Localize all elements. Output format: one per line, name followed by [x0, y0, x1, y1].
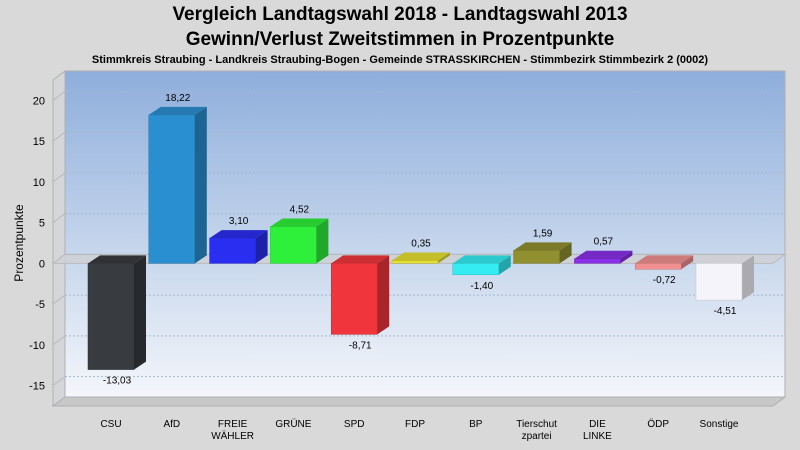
bar: 3,10: [209, 216, 268, 264]
gridline-wall: [52, 335, 66, 346]
y-tick-label: 10: [33, 177, 45, 189]
bar-value-label: 3,10: [229, 216, 249, 227]
bar-top: [88, 255, 146, 264]
x-tick-label: DIE LINKE: [583, 419, 612, 442]
bar-front: [391, 260, 439, 264]
bar: -13,03: [87, 255, 146, 387]
bar: -4,51: [695, 255, 754, 317]
bar-top: [392, 252, 450, 261]
bar: 4,52: [270, 205, 329, 264]
y-tick-label: 20: [33, 95, 45, 107]
y-tick-label: 5: [39, 218, 45, 230]
bar-front: [634, 263, 682, 270]
bar: -1,40: [452, 255, 511, 292]
bar-side: [681, 255, 694, 270]
y-tick-label: -10: [29, 340, 45, 352]
bar-value-label: -4,51: [714, 306, 737, 317]
bar-value-label: -1,40: [470, 281, 493, 292]
bar: -8,71: [330, 255, 390, 351]
bar-front: [270, 226, 317, 264]
x-tick-label: CSU: [100, 419, 121, 430]
bar-top: [513, 242, 572, 251]
chart-location-subtitle: Stimmkreis Straubing - Landkreis Straubi…: [91, 54, 709, 66]
bar-top: [270, 218, 329, 227]
gridline-wall: [52, 172, 66, 183]
bar: 1,59: [513, 228, 572, 264]
x-tick-label: BP: [469, 419, 483, 430]
plot-floor: [51, 396, 787, 407]
bar-side: [559, 242, 572, 264]
gridline-wall: [52, 90, 66, 101]
bar: 0,35: [391, 239, 450, 264]
y-tick-label: 15: [33, 136, 45, 148]
bar-top: [209, 230, 268, 239]
gridline-wall: [52, 376, 66, 387]
x-tick-label: SPD: [344, 419, 365, 430]
bar-top: [452, 255, 511, 264]
x-tick-label: AfD: [163, 419, 180, 430]
x-tick-label: FDP: [405, 419, 425, 430]
bar-side: [620, 250, 633, 264]
chart-title: Vergleich Landtagswahl 2018 - Landtagswa…: [172, 4, 628, 25]
bar-value-label: 0,57: [594, 237, 614, 248]
bars: -13,03 18,22 3,10 4,52 -8,71 0,35 -1,40 1,59 0,5…: [87, 93, 754, 387]
y-axis: 20 15 10 5 0 -5 -10 -15: [29, 95, 45, 392]
bar-value-label: 18,22: [165, 93, 190, 104]
bar-value-label: 4,52: [290, 205, 310, 216]
bar-front: [695, 263, 743, 301]
gridline-wall: [52, 131, 66, 142]
bar-top: [696, 255, 754, 264]
bar-front: [209, 237, 256, 264]
bar-side: [742, 255, 754, 301]
bar-value-label: -8,71: [349, 340, 372, 351]
bar: 0,57: [574, 237, 633, 264]
bar: 18,22: [148, 93, 207, 264]
gridline-wall: [52, 294, 66, 305]
plot-left-wall: [52, 70, 66, 407]
bar-front: [513, 250, 560, 264]
bar-side: [377, 255, 390, 335]
bar-value-label: -13,03: [103, 376, 132, 387]
bar-value-label: 1,59: [533, 228, 553, 239]
bar-front: [330, 263, 378, 335]
bar-front: [574, 258, 621, 264]
x-axis: CSU AfD FREIE WÄHLER GRÜNE SPD FDP BP Tierschut z…: [100, 418, 738, 442]
bar-side: [498, 255, 511, 275]
y-tick-label: 0: [39, 258, 45, 270]
x-tick-label: Tierschut zpartei: [516, 419, 557, 442]
bar: -0,72: [634, 255, 694, 286]
y-axis-label: Prozentpunkte: [12, 204, 26, 282]
chart-subtitle: Gewinn/Verlust Zweitstimmen in Prozentpu…: [185, 29, 615, 50]
bar-value-label: 0,35: [411, 239, 431, 250]
y-tick-label: -15: [29, 381, 45, 393]
x-tick-label: ÖDP: [647, 418, 669, 430]
bar-side: [255, 230, 268, 264]
bar-value-label: -0,72: [653, 275, 676, 286]
bar-side: [134, 255, 146, 370]
bar-front: [87, 263, 135, 370]
x-tick-label: Sonstige: [700, 419, 739, 430]
bar-side: [194, 106, 207, 264]
y-tick-label: -5: [35, 299, 45, 311]
x-tick-label: FREIE WÄHLER: [211, 419, 254, 442]
bar-front: [452, 263, 500, 276]
bar-front: [148, 114, 196, 264]
gridline-wall: [52, 213, 66, 224]
bar-side: [438, 252, 450, 264]
bar-top: [331, 255, 390, 264]
bar-top: [574, 250, 633, 259]
x-tick-label: GRÜNE: [275, 418, 311, 430]
bar-top: [148, 106, 207, 115]
bar-side: [316, 218, 329, 264]
bar-top: [635, 255, 694, 264]
